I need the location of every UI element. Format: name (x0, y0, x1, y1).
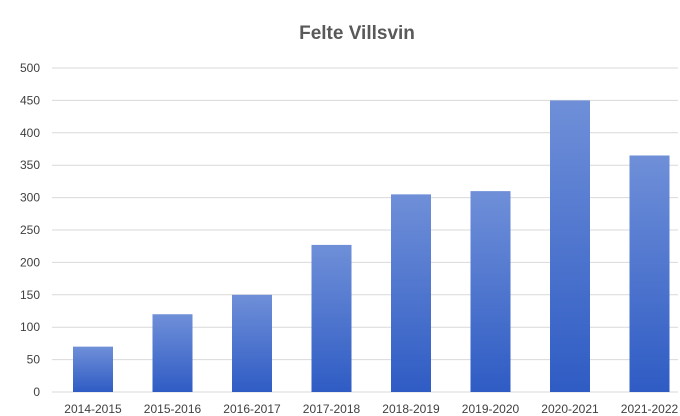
x-tick-label: 2018-2019 (382, 402, 440, 416)
x-tick-label: 2015-2016 (144, 402, 202, 416)
y-tick-label: 250 (20, 223, 40, 237)
y-tick-label: 400 (20, 126, 40, 140)
y-tick-label: 50 (27, 353, 41, 367)
bar-2020-2021 (550, 100, 590, 392)
bar-2017-2018 (312, 245, 352, 392)
y-tick-label: 500 (20, 61, 40, 75)
x-tick-label: 2016-2017 (223, 402, 281, 416)
y-tick-label: 350 (20, 158, 40, 172)
x-tick-label: 2014-2015 (64, 402, 122, 416)
bar-2015-2016 (153, 314, 193, 392)
y-tick-label: 150 (20, 288, 40, 302)
bar-2018-2019 (391, 194, 431, 392)
bar-2016-2017 (232, 295, 272, 392)
x-axis-ticks: 2014-2015 2015-2016 2016-2017 2017-2018 2018… (64, 402, 678, 416)
x-tick-label: 2019-2020 (462, 402, 520, 416)
x-tick-label: 2021-2022 (621, 402, 679, 416)
y-tick-label: 100 (20, 320, 40, 334)
y-tick-label: 200 (20, 255, 40, 269)
x-tick-label: 2020-2021 (541, 402, 599, 416)
y-axis-ticks: 0 50 100 150 200 250 300 350 400 450 500 (20, 61, 40, 399)
y-tick-label: 0 (33, 385, 40, 399)
y-tick-label: 300 (20, 191, 40, 205)
bars (73, 100, 670, 392)
x-tick-label: 2017-2018 (303, 402, 361, 416)
chart-title: Felte Villsvin (299, 23, 415, 44)
bar-2019-2020 (471, 191, 511, 392)
y-tick-label: 450 (20, 93, 40, 107)
bar-2021-2022 (630, 155, 670, 392)
bar-2014-2015 (73, 347, 113, 392)
